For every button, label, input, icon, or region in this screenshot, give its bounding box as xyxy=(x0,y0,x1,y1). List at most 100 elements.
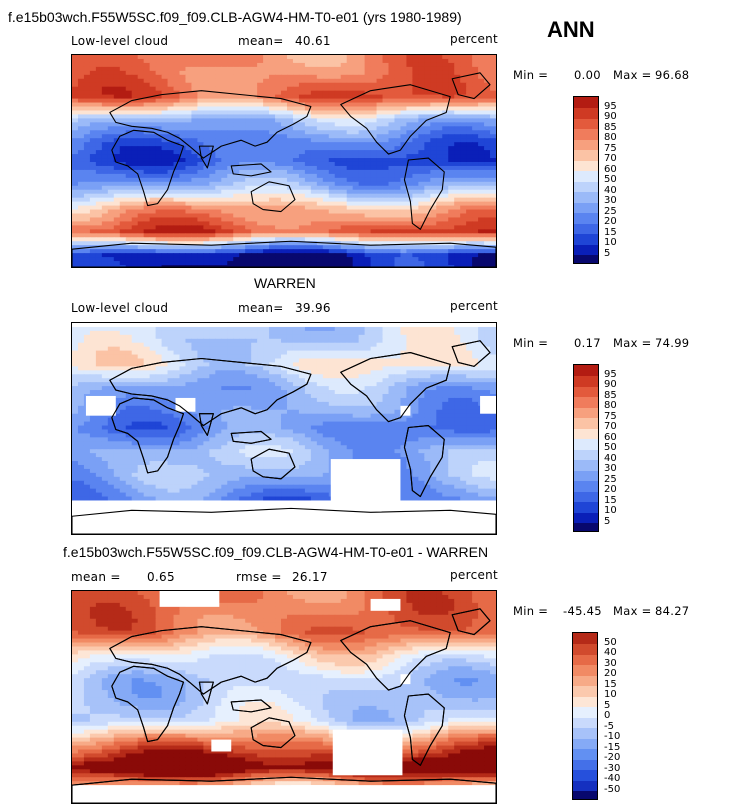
map-cell xyxy=(149,78,157,84)
map-cell xyxy=(430,106,437,111)
map-cell xyxy=(286,378,294,383)
map-cell xyxy=(161,130,169,135)
map-cell xyxy=(352,233,360,238)
map-cell xyxy=(412,165,419,171)
map-cell xyxy=(298,185,306,191)
map-cell xyxy=(304,177,312,183)
map-cell xyxy=(310,257,318,262)
map-cell xyxy=(137,142,145,147)
map-cell xyxy=(328,209,336,214)
map-cell xyxy=(185,378,192,383)
map-cell xyxy=(125,342,133,348)
map-cell xyxy=(179,110,186,115)
map-cell xyxy=(490,173,496,179)
map-cell xyxy=(430,58,437,64)
map-cell xyxy=(101,181,109,187)
map-cell xyxy=(203,253,210,258)
map-cell xyxy=(197,229,204,234)
map-cell xyxy=(161,102,169,108)
map-cell xyxy=(400,213,407,218)
map-cell xyxy=(388,122,395,127)
map-cell xyxy=(89,209,97,214)
map-cell xyxy=(185,90,192,96)
map-cell xyxy=(472,110,479,115)
map-cell xyxy=(227,169,234,175)
map-cell xyxy=(322,213,330,218)
map-cell xyxy=(394,66,401,72)
map-cell xyxy=(107,106,115,111)
map-cell xyxy=(472,342,479,348)
map-cell xyxy=(412,86,419,92)
map-cell xyxy=(161,245,169,250)
map-cell xyxy=(388,201,395,207)
map-cell xyxy=(72,366,79,371)
map-cell xyxy=(203,217,210,222)
map-cell xyxy=(412,189,419,195)
map-cell xyxy=(316,330,324,336)
map-cell xyxy=(191,362,198,367)
map-cell xyxy=(281,229,288,234)
map-cell xyxy=(209,102,216,108)
map-cell xyxy=(400,58,407,64)
map-cell xyxy=(77,126,85,131)
map-cell xyxy=(215,98,222,104)
map-cell xyxy=(292,106,300,111)
map-cell xyxy=(406,78,413,84)
map-cell xyxy=(72,233,79,238)
map-cell xyxy=(400,330,407,336)
map-cell xyxy=(352,138,360,143)
map-cell xyxy=(239,221,246,226)
map-cell xyxy=(239,165,246,171)
map-cell xyxy=(245,209,252,214)
map-cell xyxy=(370,205,378,211)
map-cell xyxy=(101,55,109,60)
map-cell xyxy=(388,134,395,139)
map-cell xyxy=(412,138,419,143)
map-cell xyxy=(251,86,258,92)
map-cell xyxy=(328,221,336,226)
map-cell xyxy=(269,98,276,104)
map-cell xyxy=(251,265,258,267)
map-cell xyxy=(149,70,157,76)
map-cell xyxy=(442,55,449,60)
map-cell xyxy=(131,265,139,267)
map-cell xyxy=(478,74,485,80)
map-cell xyxy=(185,197,192,203)
map-cell xyxy=(352,241,360,246)
map-cell xyxy=(352,110,360,115)
map-cell xyxy=(215,86,222,92)
map-cell xyxy=(155,233,163,238)
map-cell xyxy=(316,94,324,100)
map-cell xyxy=(77,330,85,336)
map-cell xyxy=(173,225,180,230)
map-cell xyxy=(490,158,496,163)
map-cell xyxy=(376,150,384,155)
map-cell xyxy=(454,177,461,183)
map-cell xyxy=(286,177,294,183)
map-cell xyxy=(442,142,449,147)
map-cell xyxy=(215,245,222,250)
map-cell xyxy=(454,161,461,167)
map-cell xyxy=(418,237,425,242)
map-cell xyxy=(412,342,419,348)
map-cell xyxy=(430,181,437,187)
map-cell xyxy=(143,146,151,151)
map-cell xyxy=(173,106,180,111)
map-cell xyxy=(358,126,366,131)
map-cell xyxy=(197,90,204,96)
map-cell xyxy=(400,181,407,187)
map-cell xyxy=(484,350,491,356)
map-cell xyxy=(149,245,157,250)
map-cell xyxy=(179,74,186,80)
map-cell xyxy=(490,350,496,356)
map-cell xyxy=(281,370,288,375)
map-cell xyxy=(328,185,336,191)
map-cell xyxy=(358,221,366,226)
map-cell xyxy=(239,257,246,262)
map-cell xyxy=(185,106,192,111)
map-cell xyxy=(185,146,192,151)
map-cell xyxy=(394,366,401,371)
map-cell xyxy=(179,86,186,92)
map-cell xyxy=(173,370,180,375)
map-cell xyxy=(394,237,401,242)
